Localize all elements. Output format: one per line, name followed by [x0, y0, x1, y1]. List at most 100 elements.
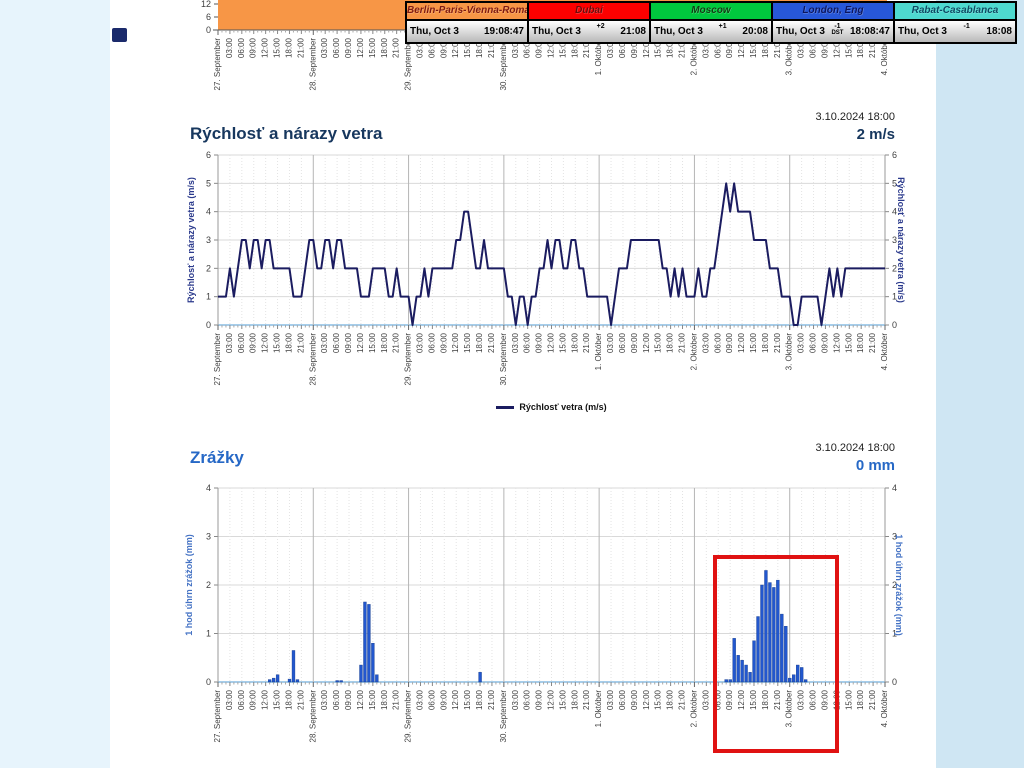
- svg-text:27. September: 27. September: [213, 38, 222, 91]
- svg-text:4. Október: 4. Október: [880, 38, 889, 76]
- wind-speed-line-chart: 0 01 12 23 34 45 56 627. September 03:00 06:00 09:…: [206, 150, 897, 385]
- svg-text:03:00: 03:00: [320, 37, 329, 58]
- svg-text:09:00: 09:00: [439, 332, 448, 353]
- svg-text:4: 4: [892, 483, 897, 493]
- svg-text:06:00: 06:00: [618, 37, 627, 58]
- svg-text:21:00: 21:00: [868, 37, 877, 58]
- precipitation-bar-chart: 0 01 12 23 34 427. September 03:00 06:00 09:00 12…: [206, 483, 897, 742]
- clock-date: Thu, Oct 3: [654, 26, 703, 37]
- svg-text:06:00: 06:00: [427, 332, 436, 353]
- svg-text:06:00: 06:00: [618, 689, 627, 710]
- svg-text:21:00: 21:00: [678, 689, 687, 710]
- svg-text:06:00: 06:00: [523, 332, 532, 353]
- svg-text:4: 4: [892, 207, 897, 217]
- clock-dubai: Dubai Thu, Oct 3 +2 21:08: [527, 3, 649, 42]
- svg-text:2: 2: [892, 263, 897, 273]
- clock-time: 18:08:47: [849, 26, 890, 37]
- svg-text:12: 12: [201, 0, 211, 9]
- svg-text:12:00: 12:00: [547, 37, 556, 58]
- svg-text:15:00: 15:00: [273, 689, 282, 710]
- svg-text:2. Október: 2. Október: [689, 38, 698, 76]
- svg-text:1: 1: [892, 292, 897, 302]
- svg-text:18:00: 18:00: [380, 37, 389, 58]
- svg-text:15:00: 15:00: [654, 37, 663, 58]
- svg-text:1: 1: [206, 629, 211, 639]
- svg-text:12:00: 12:00: [642, 332, 651, 353]
- svg-text:21:00: 21:00: [868, 689, 877, 710]
- svg-text:15:00: 15:00: [844, 689, 853, 710]
- svg-text:5: 5: [892, 178, 897, 188]
- svg-text:06:00: 06:00: [332, 689, 341, 710]
- svg-text:03:00: 03:00: [606, 37, 615, 58]
- svg-text:03:00: 03:00: [225, 689, 234, 710]
- clock-time-row: Thu, Oct 3 +1 20:08: [651, 21, 771, 42]
- svg-text:0: 0: [206, 320, 211, 330]
- svg-text:18:00: 18:00: [284, 689, 293, 710]
- svg-text:18:00: 18:00: [475, 37, 484, 58]
- report-page: [110, 0, 936, 768]
- svg-text:18:00: 18:00: [761, 37, 770, 58]
- legend-label: Rýchlosť vetra (m/s): [519, 402, 607, 412]
- svg-text:03:00: 03:00: [320, 332, 329, 353]
- svg-text:3. Október: 3. Október: [785, 38, 794, 76]
- svg-text:03:00: 03:00: [511, 332, 520, 353]
- svg-text:15:00: 15:00: [368, 332, 377, 353]
- svg-text:09:00: 09:00: [535, 332, 544, 353]
- svg-text:6: 6: [892, 150, 897, 160]
- svg-text:09:00: 09:00: [344, 37, 353, 58]
- wind-current-value: 2 m/s: [856, 126, 895, 143]
- svg-text:3: 3: [892, 532, 897, 542]
- svg-text:12:00: 12:00: [356, 332, 365, 353]
- svg-text:15:00: 15:00: [749, 332, 758, 353]
- svg-text:3: 3: [892, 235, 897, 245]
- svg-text:28. September: 28. September: [308, 38, 317, 91]
- svg-text:09:00: 09:00: [820, 332, 829, 353]
- clock-utc-offset: -1: [963, 23, 970, 30]
- clock-time-row: Thu, Oct 3 -1 DST 18:08:47: [773, 21, 893, 42]
- clock-time-row: Thu, Oct 3 +2 21:08: [529, 21, 649, 42]
- svg-text:12:00: 12:00: [356, 689, 365, 710]
- clock-city-label: Berlin-Paris-Vienna-Roma: [407, 3, 527, 21]
- clock-utc-offset: +2: [596, 23, 605, 30]
- svg-text:03:00: 03:00: [606, 689, 615, 710]
- svg-text:12:00: 12:00: [261, 332, 270, 353]
- precip-y-axis-label-left: 1 hod úhrn zrážok (mm): [184, 534, 194, 636]
- svg-text:4: 4: [206, 207, 211, 217]
- svg-text:21:00: 21:00: [582, 689, 591, 710]
- svg-text:06:00: 06:00: [618, 332, 627, 353]
- svg-text:06:00: 06:00: [713, 332, 722, 353]
- svg-text:0: 0: [892, 677, 897, 687]
- svg-text:18:00: 18:00: [666, 689, 675, 710]
- clock-rabat-casablanca: Rabat-Casablanca Thu, Oct 3 -1 18:08: [893, 3, 1015, 42]
- precip-y-axis-label-right: 1 hod úhrn zrážok (mm): [894, 534, 904, 636]
- svg-text:29. September: 29. September: [404, 38, 413, 91]
- clock-city-label: Dubai: [529, 3, 649, 21]
- svg-text:15:00: 15:00: [273, 332, 282, 353]
- svg-text:09:00: 09:00: [249, 37, 258, 58]
- svg-text:09:00: 09:00: [725, 37, 734, 58]
- svg-text:09:00: 09:00: [725, 332, 734, 353]
- svg-text:06:00: 06:00: [237, 332, 246, 353]
- svg-text:12:00: 12:00: [642, 689, 651, 710]
- clock-moscow: Moscow Thu, Oct 3 +1 20:08: [649, 3, 771, 42]
- wind-y-axis-label-right: Rýchlosť a nárazy vetra (m/s): [896, 177, 906, 303]
- clock-utc-offset: -1 DST: [831, 23, 844, 36]
- svg-text:06:00: 06:00: [713, 37, 722, 58]
- svg-text:0: 0: [892, 320, 897, 330]
- svg-text:09:00: 09:00: [630, 37, 639, 58]
- svg-text:03:00: 03:00: [225, 332, 234, 353]
- svg-text:21:00: 21:00: [487, 332, 496, 353]
- svg-text:09:00: 09:00: [630, 332, 639, 353]
- clock-city-label: Moscow: [651, 3, 771, 21]
- clock-date: Thu, Oct 3: [410, 26, 459, 37]
- svg-text:21:00: 21:00: [487, 689, 496, 710]
- svg-text:12:00: 12:00: [547, 689, 556, 710]
- svg-text:21:00: 21:00: [487, 37, 496, 58]
- svg-text:4. Október: 4. Október: [880, 690, 889, 728]
- svg-text:21:00: 21:00: [392, 37, 401, 58]
- clock-berlin-paris-vienna-roma: Berlin-Paris-Vienna-Roma Thu, Oct 3 19:08:…: [407, 3, 527, 42]
- svg-text:21:00: 21:00: [296, 332, 305, 353]
- highlight-rectangle: [713, 555, 839, 753]
- svg-text:1. Október: 1. Október: [594, 38, 603, 76]
- svg-text:18:00: 18:00: [856, 37, 865, 58]
